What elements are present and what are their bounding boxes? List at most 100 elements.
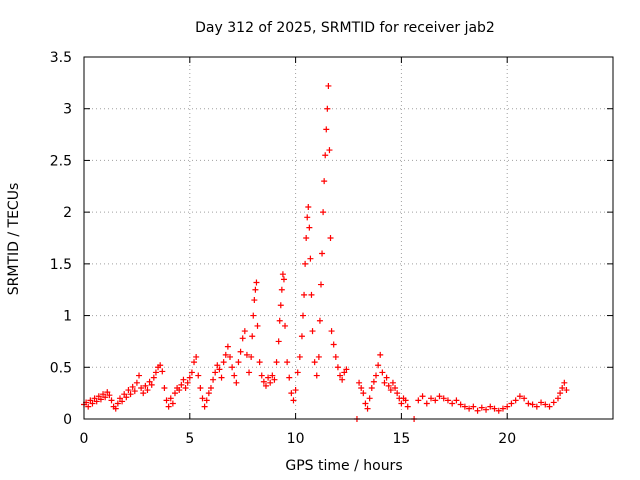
- data-point: [432, 397, 439, 404]
- data-point: [218, 374, 225, 381]
- data-point: [159, 368, 166, 375]
- y-axis-label: SRMTID / TECUs: [6, 183, 22, 296]
- data-point: [184, 379, 191, 386]
- data-point: [385, 382, 392, 389]
- data-point: [157, 362, 164, 369]
- data-point: [169, 400, 176, 407]
- data-point: [95, 393, 102, 400]
- data-point: [140, 390, 147, 397]
- data-point: [554, 395, 561, 402]
- data-point: [146, 378, 153, 385]
- data-point: [478, 404, 485, 411]
- data-point: [152, 369, 159, 376]
- data-point: [474, 407, 481, 414]
- data-point: [284, 359, 291, 366]
- data-point: [504, 403, 511, 410]
- data-point: [191, 359, 198, 366]
- data-point: [286, 374, 293, 381]
- data-point: [239, 335, 246, 342]
- data-point: [248, 353, 255, 360]
- data-point: [319, 250, 326, 257]
- data-point: [165, 403, 172, 410]
- data-point: [125, 387, 132, 394]
- data-point: [343, 366, 350, 373]
- data-point: [199, 395, 206, 402]
- y-tick-label: 1.5: [50, 257, 72, 273]
- data-point: [250, 312, 257, 319]
- data-point: [142, 382, 149, 389]
- data-point: [356, 379, 363, 386]
- data-point: [262, 382, 269, 389]
- data-point: [533, 403, 540, 410]
- data-point: [229, 364, 236, 371]
- data-point: [108, 397, 115, 404]
- data-point: [233, 379, 240, 386]
- data-point: [317, 281, 324, 288]
- data-point: [358, 384, 365, 391]
- data-point: [251, 297, 258, 304]
- data-point: [254, 322, 261, 329]
- data-point: [512, 397, 519, 404]
- data-point: [415, 397, 422, 404]
- data-point: [279, 271, 286, 278]
- data-point: [453, 397, 460, 404]
- data-point: [246, 369, 253, 376]
- data-point: [87, 397, 94, 404]
- data-point: [178, 381, 185, 388]
- data-point: [222, 351, 229, 358]
- data-point: [362, 400, 369, 407]
- data-point: [216, 366, 223, 373]
- data-point: [203, 397, 210, 404]
- data-point: [197, 384, 204, 391]
- data-point: [303, 235, 310, 241]
- data-point: [167, 395, 174, 402]
- data-point: [375, 362, 382, 369]
- data-point: [499, 405, 506, 412]
- data-point: [85, 403, 92, 410]
- x-tick-label: 5: [185, 431, 194, 447]
- data-point: [182, 384, 189, 391]
- y-tick-label: 2: [63, 205, 72, 221]
- data-point: [207, 384, 214, 391]
- data-point: [332, 353, 339, 360]
- data-point: [542, 401, 549, 408]
- data-point: [377, 351, 384, 358]
- data-point: [273, 359, 280, 366]
- data-point: [383, 374, 390, 381]
- data-point: [91, 395, 98, 402]
- data-point: [381, 379, 388, 386]
- data-point: [100, 391, 107, 398]
- chart-title: Day 312 of 2025, SRMTID for receiver jab…: [195, 20, 495, 36]
- data-point: [311, 359, 318, 366]
- data-point: [176, 387, 183, 394]
- data-point: [104, 389, 111, 396]
- y-tick-label: 1: [63, 309, 72, 325]
- data-point: [249, 333, 256, 340]
- grid: [84, 57, 613, 419]
- data-point: [559, 384, 566, 391]
- y-tick-label: 0: [63, 412, 72, 428]
- data-point: [121, 391, 128, 398]
- data-point: [131, 388, 138, 395]
- data-point: [180, 376, 187, 383]
- data-point: [466, 405, 473, 412]
- data-point: [276, 317, 283, 324]
- data-point: [282, 322, 289, 329]
- data-point: [241, 328, 248, 335]
- x-tick-label: 0: [80, 431, 89, 447]
- data-point: [212, 369, 219, 376]
- data-point: [423, 400, 430, 407]
- data-point: [237, 348, 244, 355]
- data-point: [260, 378, 267, 385]
- data-point: [253, 279, 260, 286]
- data-point: [306, 224, 313, 231]
- data-point: [508, 400, 515, 407]
- data-point: [301, 291, 308, 298]
- data-point: [321, 178, 328, 185]
- data-point: [323, 126, 330, 133]
- data-point: [368, 384, 375, 391]
- data-point: [449, 400, 456, 407]
- data-point: [161, 384, 168, 391]
- data-point: [302, 260, 309, 267]
- data-point: [563, 387, 570, 394]
